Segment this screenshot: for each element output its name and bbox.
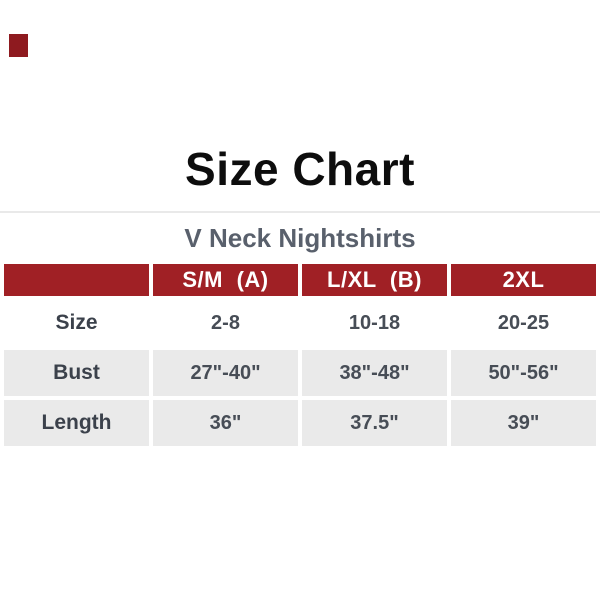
page-title: Size Chart <box>185 143 415 195</box>
size-value-2xl: 20-25 <box>451 300 596 346</box>
table-header-row: S/M (A) L/XL (B) 2XL <box>4 264 596 296</box>
length-value-lxl: 37.5" <box>302 400 447 446</box>
size-value-lxl: 10-18 <box>302 300 447 346</box>
row-label-bust: Bust <box>4 350 149 396</box>
column-header-sm: S/M (A) <box>153 264 298 296</box>
size-value-sm: 2-8 <box>153 300 298 346</box>
row-label-size: Size <box>4 300 149 346</box>
bust-value-lxl: 38"-48" <box>302 350 447 396</box>
length-value-sm: 36" <box>153 400 298 446</box>
column-header-lxl: L/XL (B) <box>302 264 447 296</box>
divider-line <box>0 211 600 213</box>
corner-accent-square <box>9 34 28 57</box>
table-row-length: Length 36" 37.5" 39" <box>4 400 596 446</box>
table-row-bust: Bust 27"-40" 38"-48" 50"-56" <box>4 350 596 396</box>
size-chart-table: S/M (A) L/XL (B) 2XL Size 2-8 10-18 20-2… <box>0 260 600 450</box>
bust-value-2xl: 50"-56" <box>451 350 596 396</box>
product-subtitle: V Neck Nightshirts <box>184 223 416 253</box>
table-row-size: Size 2-8 10-18 20-25 <box>4 300 596 346</box>
row-label-length: Length <box>4 400 149 446</box>
column-header-blank <box>4 264 149 296</box>
bust-value-sm: 27"-40" <box>153 350 298 396</box>
length-value-2xl: 39" <box>451 400 596 446</box>
column-header-2xl: 2XL <box>451 264 596 296</box>
